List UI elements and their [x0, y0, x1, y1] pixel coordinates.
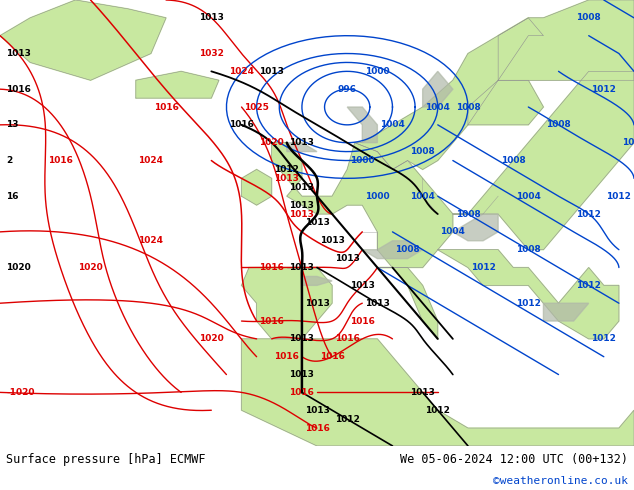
Text: We 05-06-2024 12:00 UTC (00+132): We 05-06-2024 12:00 UTC (00+132): [399, 453, 628, 466]
Text: 1008: 1008: [576, 13, 601, 23]
Text: 1016: 1016: [335, 334, 359, 343]
Text: 1020: 1020: [6, 263, 31, 272]
Text: 1013: 1013: [304, 299, 330, 308]
Polygon shape: [468, 80, 543, 125]
Text: 1020: 1020: [259, 138, 284, 147]
Text: 1016: 1016: [304, 423, 330, 433]
Polygon shape: [362, 241, 423, 259]
Text: 1013: 1013: [365, 299, 390, 308]
Text: 1016: 1016: [350, 317, 375, 325]
Text: 1013: 1013: [259, 67, 284, 76]
Text: 2: 2: [6, 156, 13, 165]
Polygon shape: [355, 18, 543, 170]
Text: 1008: 1008: [621, 138, 634, 147]
Polygon shape: [543, 303, 589, 321]
Text: 996: 996: [338, 85, 357, 94]
Text: 1016: 1016: [6, 85, 31, 94]
Text: 1025: 1025: [244, 102, 269, 112]
Polygon shape: [272, 143, 453, 268]
Text: 1008: 1008: [516, 245, 541, 254]
Text: 1012: 1012: [607, 192, 631, 201]
Text: 1008: 1008: [456, 102, 481, 112]
Text: 1000: 1000: [350, 156, 375, 165]
Text: 1012: 1012: [516, 299, 541, 308]
Text: 1012: 1012: [470, 263, 496, 272]
Text: 1024: 1024: [138, 156, 164, 165]
Text: 1012: 1012: [275, 165, 299, 174]
Text: 1032: 1032: [199, 49, 224, 58]
Text: 1008: 1008: [456, 210, 481, 219]
Text: 1004: 1004: [516, 192, 541, 201]
Text: 1013: 1013: [410, 388, 435, 397]
Text: 1013: 1013: [304, 219, 330, 227]
Text: 1012: 1012: [335, 415, 359, 424]
Polygon shape: [242, 268, 332, 339]
Text: 1016: 1016: [320, 352, 344, 361]
Text: 1012: 1012: [592, 85, 616, 94]
Text: 1016: 1016: [153, 102, 179, 112]
Text: 1013: 1013: [290, 263, 314, 272]
Text: 1024: 1024: [138, 236, 164, 245]
Text: 1013: 1013: [350, 281, 375, 290]
Text: 1004: 1004: [425, 102, 450, 112]
Text: 1020: 1020: [78, 263, 103, 272]
Polygon shape: [302, 276, 332, 285]
Text: 1012: 1012: [576, 210, 601, 219]
Polygon shape: [437, 250, 619, 339]
Polygon shape: [242, 170, 272, 205]
Text: -1020: -1020: [6, 388, 35, 397]
Text: 16: 16: [6, 192, 19, 201]
Text: 1016: 1016: [290, 388, 314, 397]
Text: 1016: 1016: [259, 317, 284, 325]
Text: 1013: 1013: [199, 13, 224, 23]
Polygon shape: [423, 72, 453, 107]
Text: 1008: 1008: [501, 156, 526, 165]
Text: 1004: 1004: [410, 192, 435, 201]
Text: 1013: 1013: [335, 254, 359, 263]
Text: 1004: 1004: [441, 227, 465, 236]
Text: 1013: 1013: [290, 138, 314, 147]
Text: 1013: 1013: [304, 406, 330, 415]
Polygon shape: [347, 107, 377, 143]
Polygon shape: [453, 72, 634, 250]
Text: 1020: 1020: [199, 334, 224, 343]
Polygon shape: [136, 72, 219, 98]
Text: 1012: 1012: [592, 334, 616, 343]
Text: 1000: 1000: [365, 192, 390, 201]
Text: Surface pressure [hPa] ECMWF: Surface pressure [hPa] ECMWF: [6, 453, 206, 466]
Text: 1004: 1004: [380, 121, 405, 129]
Text: 1013: 1013: [290, 370, 314, 379]
Text: 1016: 1016: [275, 352, 299, 361]
Text: 1024: 1024: [229, 67, 254, 76]
Text: 1012: 1012: [576, 281, 601, 290]
Text: 1008: 1008: [395, 245, 420, 254]
Text: 1000: 1000: [365, 67, 390, 76]
Polygon shape: [453, 214, 498, 241]
Text: 1013: 1013: [290, 334, 314, 343]
Polygon shape: [377, 268, 437, 339]
Text: 1016: 1016: [229, 121, 254, 129]
Text: 1013: 1013: [275, 174, 299, 183]
Text: 1016: 1016: [259, 263, 284, 272]
Text: ©weatheronline.co.uk: ©weatheronline.co.uk: [493, 476, 628, 486]
Text: 1008: 1008: [546, 121, 571, 129]
Text: 1013: 1013: [320, 236, 344, 245]
Polygon shape: [0, 0, 166, 80]
Text: 13: 13: [6, 121, 19, 129]
Text: 1013: 1013: [290, 210, 314, 219]
Text: 1013: 1013: [290, 200, 314, 210]
Text: 1013: 1013: [290, 183, 314, 192]
Text: 1012: 1012: [425, 406, 450, 415]
Polygon shape: [242, 339, 634, 446]
Polygon shape: [287, 143, 317, 151]
Text: 1016: 1016: [48, 156, 73, 165]
Text: 1013: 1013: [6, 49, 31, 58]
Text: 1008: 1008: [410, 147, 435, 156]
Polygon shape: [498, 0, 634, 80]
